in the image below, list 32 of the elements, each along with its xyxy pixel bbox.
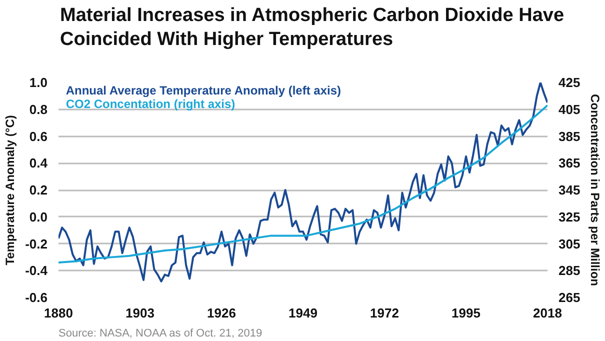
y2-tick-label: 425 xyxy=(558,75,580,90)
y2-axis-title: Concentration in Parts per Million xyxy=(588,94,602,286)
y2-tick-label: 265 xyxy=(558,290,580,305)
y-tick-label: -0.4 xyxy=(25,263,48,278)
y2-tick-label: 345 xyxy=(558,182,580,198)
x-tick-label: 1949 xyxy=(288,306,318,320)
x-tick-label: 1972 xyxy=(370,306,399,320)
y-tick-label: 0.8 xyxy=(29,102,48,117)
x-tick-label: 1995 xyxy=(452,306,480,320)
y2-tick-label: 325 xyxy=(558,209,580,224)
y-tick-label: 0.2 xyxy=(29,182,48,198)
y-tick-label: 0.0 xyxy=(29,209,48,224)
x-tick-label: 1880 xyxy=(44,306,73,320)
line-series xyxy=(58,82,548,282)
x-tick-label: 1903 xyxy=(126,306,154,320)
y-axis-title: Temperature Anomaly (°C) xyxy=(3,115,18,266)
y2-tick-label: 385 xyxy=(558,128,580,144)
y-tick-label: -0.6 xyxy=(25,290,48,305)
y2-tick-label: 365 xyxy=(558,156,580,171)
x-tick-label: 1926 xyxy=(207,306,236,320)
y-tick-label: 1.0 xyxy=(29,75,48,90)
x-tick-label: 2018 xyxy=(533,306,562,320)
y-tick-label: -0.2 xyxy=(25,236,48,252)
text: Annual Average Temperature Anomaly (left axis) xyxy=(66,84,342,98)
y2-tick-label: 305 xyxy=(558,236,580,252)
y2-tick-label: 405 xyxy=(558,102,580,117)
y-tick-label: 0.4 xyxy=(29,156,48,171)
chart-title: Material Increases in Atmospheric Carbon Dioxide Have Coincided With Higher Temperatures xyxy=(60,4,566,52)
source-note: Source: NASA, NOAA as of Oct. 21, 2019 xyxy=(58,328,262,340)
y-tick-label: 0.6 xyxy=(29,128,48,144)
text: CO2 Concentation (right axis) xyxy=(66,97,236,112)
y2-tick-label: 285 xyxy=(558,263,580,278)
